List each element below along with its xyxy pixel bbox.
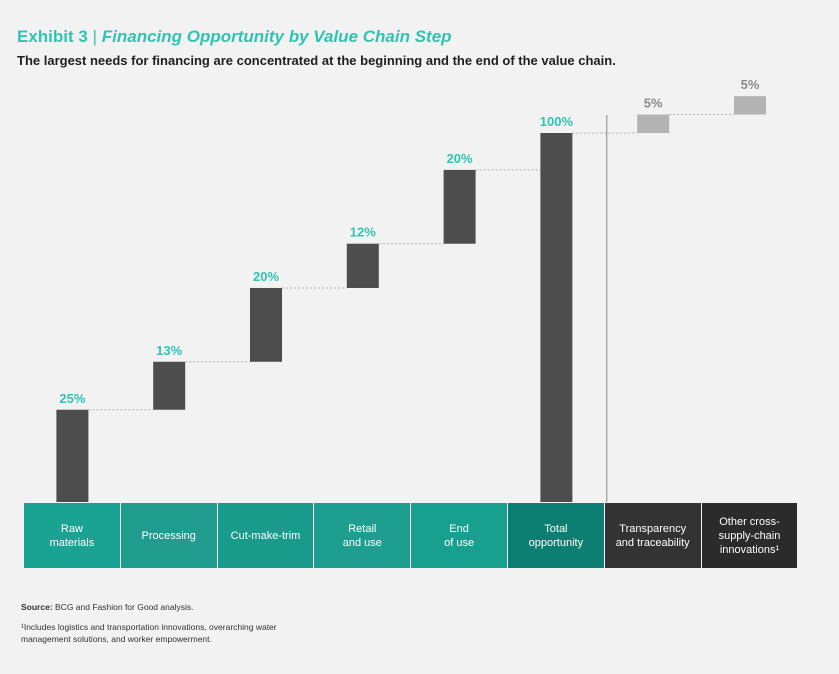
data-label-2: 20% [253,269,279,284]
footnote: ¹Includes logistics and transportation i… [21,622,277,644]
bar-6 [637,114,670,133]
category-box-1: Processing [120,503,218,568]
bar-0 [56,409,89,502]
data-label-4: 20% [447,151,473,166]
bar-5 [540,133,573,502]
category-box-3: Retail and use [314,503,412,568]
category-label-0: Raw materials [49,522,95,549]
chart-title: Financing Opportunity by Value Chain Ste… [101,27,452,46]
category-box-7: Other cross- supply-chain innovations¹ [701,503,799,568]
category-label-3: Retail and use [342,522,382,549]
chart-subtitle: The largest needs for financing are conc… [17,53,616,68]
exhibit-title: Exhibit 3 | Financing Opportunity by Val… [17,27,452,47]
data-label-0: 25% [59,391,85,406]
data-label-6: 5% [644,96,663,111]
exhibit-label: Exhibit 3 [17,27,88,46]
title-separator: | [92,27,98,46]
category-label-7: Other cross- supply-chain innovations¹ [718,515,781,556]
category-label-1: Processing [141,529,196,542]
bar-7 [734,96,766,115]
category-box-4: End of use [411,503,508,568]
data-label-7: 5% [741,77,760,92]
category-box-6: Transparency and traceability [604,503,702,568]
bar-1 [153,361,186,410]
source-label: Source: [21,602,53,612]
category-label-4: End of use [444,522,475,549]
category-label-2: Cut-make-trim [230,529,301,542]
source-note: Source: BCG and Fashion for Good analysi… [21,602,193,612]
category-box-2: Cut-make-trim [217,503,315,568]
bar-4 [443,169,476,244]
data-label-5: 100% [540,114,574,129]
category-box-5: Total opportunity [508,503,605,568]
category-label-6: Transparency and traceability [615,522,690,549]
source-text: BCG and Fashion for Good analysis. [52,602,194,612]
data-label-3: 12% [350,225,376,240]
category-label-5: Total opportunity [528,522,584,549]
bar-3 [346,243,379,288]
waterfall-chart: 25% 13% 20% 12% 20% 100% 5% 5% [56,77,766,502]
bar-2 [250,287,282,362]
category-box-0: Raw materials [24,503,121,568]
data-label-1: 13% [156,343,182,358]
